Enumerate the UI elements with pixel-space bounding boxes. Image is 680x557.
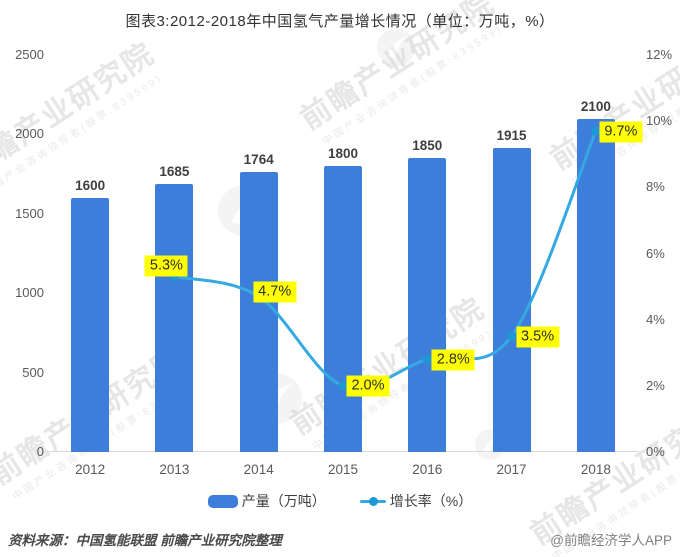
growth-value-label: 4.7%: [253, 281, 297, 302]
bar-value-label: 2100: [580, 98, 611, 114]
bar-value-label: 1764: [243, 151, 274, 167]
left-axis-tick: 2500: [15, 47, 44, 62]
x-axis-label: 2017: [496, 462, 527, 477]
bar: [71, 197, 110, 452]
watermark-logo: [377, 28, 415, 72]
bar-value-label: 1685: [159, 164, 190, 180]
right-axis-tick: 6%: [646, 245, 665, 261]
growth-value-label: 2.8%: [431, 349, 475, 371]
x-axis-label: 2016: [412, 462, 443, 477]
bar-value-label: 1600: [75, 177, 106, 193]
x-axis-label: 2018: [580, 462, 611, 477]
bar: [324, 166, 362, 452]
bar: [155, 184, 194, 452]
bar-value-label: 1850: [412, 138, 443, 154]
right-axis-tick: 4%: [646, 311, 665, 327]
right-axis-tick: 2%: [646, 377, 665, 393]
x-axis-label: 2013: [159, 462, 190, 477]
right-axis-tick: 12%: [646, 47, 673, 62]
bar-value-label: 1915: [496, 127, 527, 143]
left-axis-tick: 0: [36, 444, 44, 459]
bar-series-swatch: [207, 494, 238, 508]
growth-value-label: 5.3%: [144, 255, 188, 277]
left-axis-tick: 2000: [15, 126, 44, 142]
x-axis-label: 2014: [243, 462, 274, 477]
chart-title: 图表3:2012-2018年中国氢气产量增长情况（单位：万吨，%）: [125, 13, 555, 30]
growth-value-label: 9.7%: [599, 121, 643, 143]
right-axis-tick: 8%: [646, 179, 665, 195]
x-axis-label: 2012: [75, 462, 106, 477]
right-axis-tick: 10%: [646, 113, 673, 129]
line-series-swatch: [359, 494, 386, 508]
x-axis-label: 2015: [327, 462, 359, 477]
credit-note: @前瞻经济学人APP: [550, 533, 672, 548]
source-note: 资料来源：中国氢能联盟 前瞻产业研究院整理: [8, 533, 282, 548]
legend-label-production: 产量（万吨）: [241, 493, 326, 509]
growth-value-label: 3.5%: [516, 326, 560, 348]
left-axis-tick: 1000: [15, 285, 44, 301]
bar: [239, 171, 278, 452]
growth-line: [172, 129, 598, 390]
bar: [492, 147, 531, 452]
left-axis-tick: 500: [22, 364, 44, 380]
legend: 产量（万吨） 增长率（%）: [0, 491, 680, 511]
bar: [576, 118, 615, 452]
legend-item-production: 产量（万吨）: [207, 491, 326, 511]
right-axis-tick: 0%: [646, 444, 665, 459]
bar: [408, 158, 447, 452]
growth-value-label: 2.0%: [346, 375, 390, 397]
legend-label-growth: 增长率（%）: [389, 493, 473, 509]
bar-value-label: 1800: [327, 146, 359, 162]
legend-item-growth: 增长率（%）: [359, 491, 473, 511]
left-axis-tick: 1500: [15, 205, 44, 221]
